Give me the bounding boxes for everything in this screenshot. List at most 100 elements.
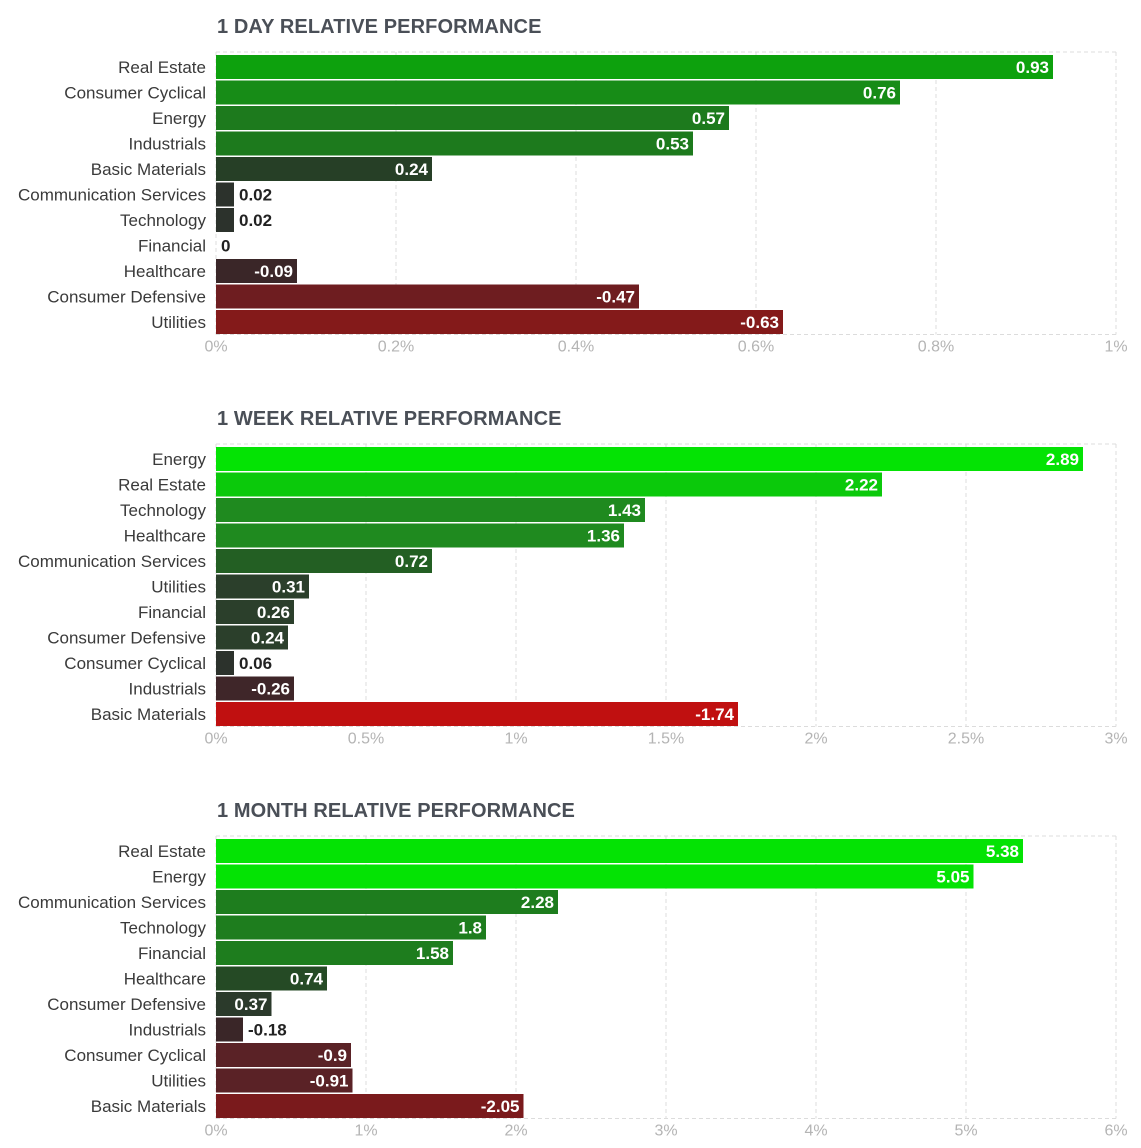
- bar: [216, 182, 234, 207]
- data-label: 0.37: [234, 995, 267, 1014]
- category-label: Utilities: [151, 1072, 206, 1091]
- data-label: 0.31: [272, 578, 305, 597]
- bar: [216, 600, 294, 624]
- category-label: Technology: [120, 501, 207, 520]
- x-tick-label: 2.5%: [948, 731, 984, 748]
- category-label: Utilities: [151, 313, 206, 332]
- bar: [216, 55, 1053, 79]
- bar: [216, 549, 432, 573]
- bar: [216, 574, 309, 599]
- data-label: 0.53: [656, 135, 689, 154]
- x-tick-label: 0.5%: [348, 731, 384, 748]
- bar: [216, 208, 234, 232]
- chart-1-day: 1 DAY RELATIVE PERFORMANCE 0% 0.2% 0.4% 0.6…: [0, 0, 1141, 372]
- category-label: Real Estate: [118, 842, 206, 861]
- chart-title: 1 MONTH RELATIVE PERFORMANCE: [217, 800, 575, 822]
- x-tick-label: 2%: [804, 731, 827, 748]
- category-label: Energy: [152, 109, 206, 128]
- x-tick-label: 1%: [504, 731, 527, 748]
- category-label: Communication Services: [18, 893, 206, 912]
- category-label: Consumer Cyclical: [64, 1046, 206, 1065]
- bar: [216, 131, 693, 156]
- data-label: 1.58: [416, 944, 449, 963]
- x-tick-label: 4%: [804, 1123, 827, 1140]
- x-tick-label: 5%: [954, 1123, 977, 1140]
- category-label: Basic Materials: [91, 160, 206, 179]
- data-label: -0.18: [248, 1021, 287, 1040]
- chart-1-week: 1 WEEK RELATIVE PERFORMANCE 0% 0.5% 1% 1.5%…: [0, 392, 1141, 764]
- data-label: 1.8: [458, 919, 482, 938]
- category-label: Communication Services: [18, 186, 206, 205]
- data-label: 0.02: [239, 211, 272, 230]
- category-label: Industrials: [129, 135, 206, 154]
- data-label: 0.26: [257, 603, 290, 622]
- category-label: Energy: [152, 868, 206, 887]
- category-label: Financial: [138, 603, 206, 622]
- x-tick-label: 1%: [1104, 339, 1127, 356]
- bar: [216, 259, 297, 283]
- data-label: 0.02: [239, 186, 272, 205]
- category-label: Healthcare: [124, 970, 206, 989]
- data-label: -1.74: [695, 705, 734, 724]
- data-label: -0.09: [254, 262, 293, 281]
- category-label: Utilities: [151, 578, 206, 597]
- x-tick-label: 0%: [204, 731, 227, 748]
- bar: [216, 1068, 353, 1093]
- category-label: Basic Materials: [91, 1097, 206, 1116]
- bar-chart: 0% 0.2% 0.4% 0.6% 0.8% 1% Real Estate 0.93 Consu…: [18, 51, 1128, 356]
- bar: [216, 890, 558, 914]
- x-tick-label: 0.4%: [558, 339, 594, 356]
- category-label: Industrials: [129, 680, 206, 699]
- x-tick-label: 1%: [354, 1123, 377, 1140]
- data-label: 0.24: [395, 160, 429, 179]
- bar: [216, 157, 432, 181]
- data-label: -2.05: [481, 1097, 520, 1116]
- data-label: -0.91: [310, 1072, 349, 1091]
- data-label: -0.26: [251, 680, 290, 699]
- data-label: 0.24: [251, 629, 285, 648]
- bar: [216, 1017, 243, 1042]
- category-label: Basic Materials: [91, 705, 206, 724]
- bar: [216, 106, 729, 130]
- category-label: Financial: [138, 237, 206, 256]
- category-label: Consumer Defensive: [47, 629, 206, 648]
- x-tick-label: 1.5%: [648, 731, 684, 748]
- data-label: 1.43: [608, 501, 641, 520]
- category-label: Consumer Defensive: [47, 995, 206, 1014]
- data-label: 5.05: [936, 868, 969, 887]
- bar-chart: 0% 0.5% 1% 1.5% 2% 2.5% 3% Energy 2.89 Real Estat…: [18, 443, 1128, 748]
- bar-chart: 0% 1% 2% 3% 4% 5% 6% Real Estate 5.38 Energy 5.05 C…: [18, 835, 1128, 1140]
- x-tick-label: 6%: [1104, 1123, 1127, 1140]
- data-label: 0.76: [863, 84, 896, 103]
- bar: [216, 839, 1023, 863]
- x-tick-label: 0%: [204, 1123, 227, 1140]
- data-label: 5.38: [986, 842, 1019, 861]
- x-tick-label: 0.8%: [918, 339, 954, 356]
- data-label: 2.28: [521, 893, 554, 912]
- bar: [216, 864, 974, 889]
- chart-title: 1 WEEK RELATIVE PERFORMANCE: [217, 408, 562, 430]
- x-tick-label: 3%: [1104, 731, 1127, 748]
- bar: [216, 651, 234, 675]
- data-label: -0.9: [318, 1046, 347, 1065]
- data-label: 0.72: [395, 552, 428, 571]
- data-label: 0: [221, 237, 230, 256]
- bar: [216, 472, 882, 497]
- category-label: Industrials: [129, 1021, 206, 1040]
- category-label: Healthcare: [124, 527, 206, 546]
- bar: [216, 966, 327, 991]
- bar: [216, 992, 272, 1016]
- data-label: 0.93: [1016, 58, 1049, 77]
- data-label: 0.57: [692, 109, 725, 128]
- category-label: Consumer Cyclical: [64, 84, 206, 103]
- x-tick-label: 0.2%: [378, 339, 414, 356]
- bar: [216, 284, 639, 309]
- x-tick-label: 0.6%: [738, 339, 774, 356]
- category-label: Real Estate: [118, 476, 206, 495]
- category-label: Financial: [138, 944, 206, 963]
- chart-1-month: 1 MONTH RELATIVE PERFORMANCE 0% 1% 2% 3% 4% 5…: [0, 784, 1141, 1148]
- x-tick-label: 2%: [504, 1123, 527, 1140]
- bar: [216, 676, 294, 701]
- category-label: Consumer Defensive: [47, 288, 206, 307]
- data-label: 2.89: [1046, 450, 1079, 469]
